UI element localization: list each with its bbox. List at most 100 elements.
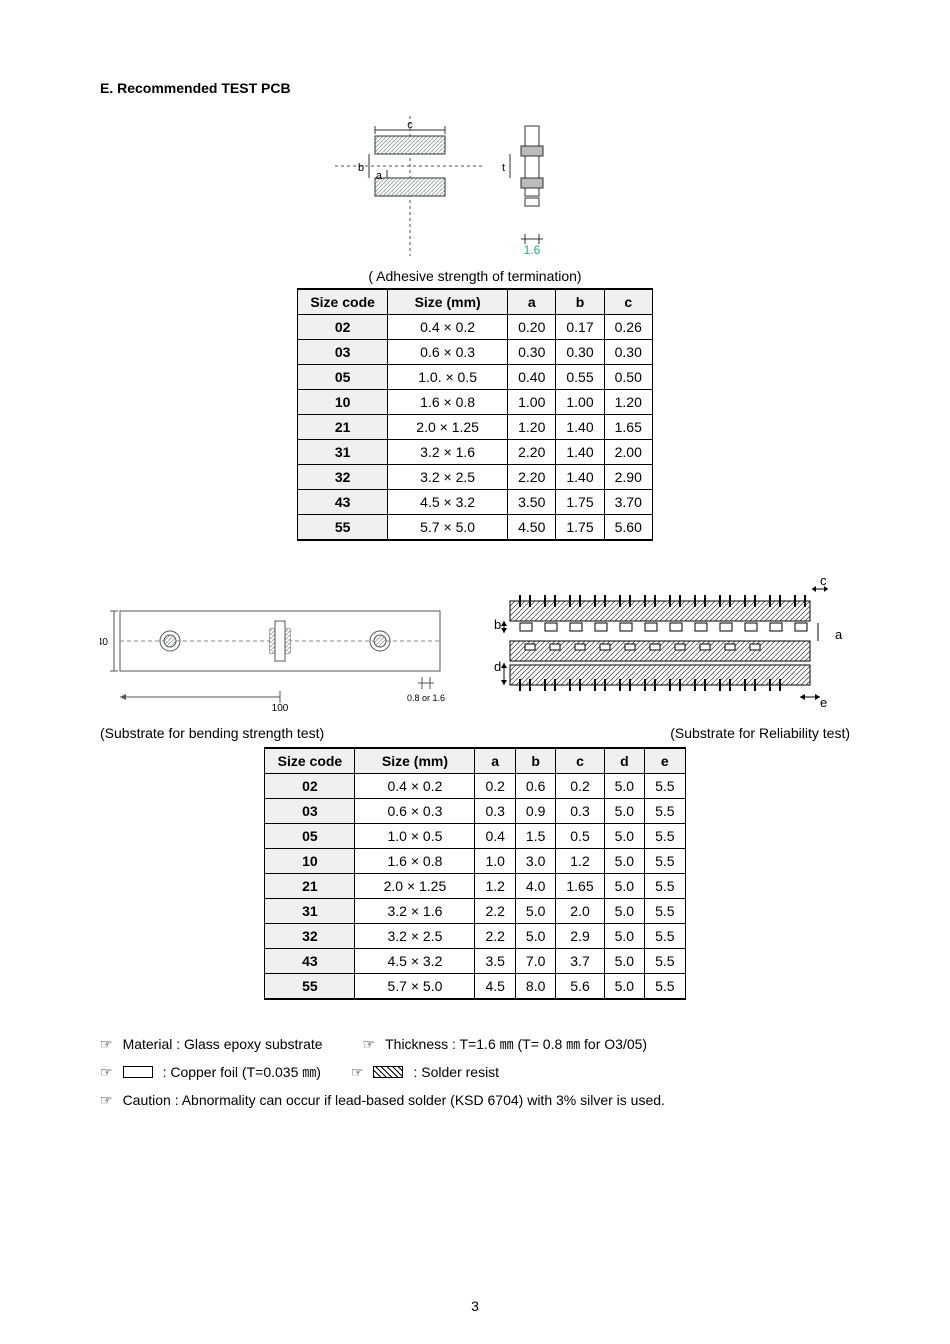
table-cell: 3.7 xyxy=(556,949,604,974)
bend-caption: (Substrate for bending strength test) xyxy=(100,725,324,741)
table-cell: 1.0. × 0.5 xyxy=(388,365,508,390)
table-cell: 5.6 xyxy=(556,974,604,1000)
table-cell: 1.00 xyxy=(508,390,556,415)
table-cell: 43 xyxy=(265,949,355,974)
pointer-icon: ☞ xyxy=(100,1058,113,1086)
table-cell: 0.5 xyxy=(556,824,604,849)
pointer-icon: ☞ xyxy=(100,1030,113,1058)
table-row: 212.0 × 1.251.24.01.655.05.5 xyxy=(265,874,685,899)
table-cell: 0.6 × 0.3 xyxy=(355,799,475,824)
col2-e: e xyxy=(645,748,685,774)
dim-100: 100 xyxy=(272,703,289,714)
table-cell: 1.20 xyxy=(508,415,556,440)
table-cell: 1.2 xyxy=(556,849,604,874)
table-cell: 31 xyxy=(298,440,388,465)
table-cell: 2.2 xyxy=(475,899,515,924)
table-row: 434.5 × 3.23.501.753.70 xyxy=(298,490,653,515)
note-copper: : Copper foil (T=0.035 ㎜) xyxy=(163,1058,321,1086)
table-cell: 3.2 × 2.5 xyxy=(355,924,475,949)
pointer-icon: ☞ xyxy=(351,1058,364,1086)
table-cell: 2.0 xyxy=(556,899,604,924)
table-cell: 2.00 xyxy=(604,440,652,465)
table-cell: 5.5 xyxy=(645,849,685,874)
table-row: 101.6 × 0.81.03.01.25.05.5 xyxy=(265,849,685,874)
table-cell: 02 xyxy=(298,315,388,340)
table-cell: 10 xyxy=(265,849,355,874)
table-cell: 3.5 xyxy=(475,949,515,974)
table-cell: 3.2 × 2.5 xyxy=(388,465,508,490)
table-cell: 0.17 xyxy=(556,315,604,340)
dim-t: t xyxy=(502,162,505,174)
col-sizemm: Size (mm) xyxy=(388,289,508,315)
table-cell: 3.2 × 1.6 xyxy=(355,899,475,924)
table-cell: 0.2 xyxy=(475,774,515,799)
table-cell: 5.0 xyxy=(604,849,644,874)
table-cell: 0.4 xyxy=(475,824,515,849)
table-cell: 0.3 xyxy=(475,799,515,824)
page-number: 3 xyxy=(471,1298,479,1314)
table-cell: 0.6 × 0.3 xyxy=(388,340,508,365)
table-cell: 4.0 xyxy=(515,874,555,899)
table-cell: 0.30 xyxy=(604,340,652,365)
table-cell: 4.5 × 3.2 xyxy=(355,949,475,974)
table-cell: 2.0 × 1.25 xyxy=(355,874,475,899)
table-cell: 2.0 × 1.25 xyxy=(388,415,508,440)
table-cell: 5.0 xyxy=(515,924,555,949)
dim-c: c xyxy=(407,119,413,131)
table-row: 212.0 × 1.251.201.401.65 xyxy=(298,415,653,440)
dim-a: a xyxy=(376,170,383,182)
col-a: a xyxy=(508,289,556,315)
table-cell: 0.9 xyxy=(515,799,555,824)
table-cell: 2.20 xyxy=(508,440,556,465)
table-row: 555.7 × 5.04.58.05.65.05.5 xyxy=(265,974,685,1000)
table-cell: 3.0 xyxy=(515,849,555,874)
table-cell: 0.30 xyxy=(508,340,556,365)
table-cell: 4.5 xyxy=(475,974,515,1000)
table-cell: 5.0 xyxy=(604,949,644,974)
bending-diagram: 40 100 0.8 or 1.6 xyxy=(100,581,460,721)
table-cell: 05 xyxy=(298,365,388,390)
pointer-icon: ☞ xyxy=(363,1030,376,1058)
table-cell: 0.26 xyxy=(604,315,652,340)
table-cell: 1.65 xyxy=(604,415,652,440)
table-cell: 0.2 xyxy=(556,774,604,799)
table-cell: 03 xyxy=(298,340,388,365)
dim-c2: c xyxy=(820,573,827,588)
col-c: c xyxy=(604,289,652,315)
table-cell: 32 xyxy=(265,924,355,949)
table-cell: 03 xyxy=(265,799,355,824)
table-cell: 5.60 xyxy=(604,515,652,541)
table-cell: 2.90 xyxy=(604,465,652,490)
col2-b: b xyxy=(515,748,555,774)
table-cell: 05 xyxy=(265,824,355,849)
table-cell: 1.40 xyxy=(556,465,604,490)
table-cell: 2.20 xyxy=(508,465,556,490)
table-cell: 10 xyxy=(298,390,388,415)
table-cell: 5.5 xyxy=(645,824,685,849)
adhesive-table: Size code Size (mm) a b c 020.4 × 0.20.2… xyxy=(297,288,653,541)
table-cell: 3.50 xyxy=(508,490,556,515)
dim-40: 40 xyxy=(100,637,108,648)
table-cell: 1.40 xyxy=(556,440,604,465)
table-cell: 1.5 xyxy=(515,824,555,849)
table-cell: 0.55 xyxy=(556,365,604,390)
table-row: 020.4 × 0.20.200.170.26 xyxy=(298,315,653,340)
table-cell: 4.5 × 3.2 xyxy=(388,490,508,515)
col2-a: a xyxy=(475,748,515,774)
table-cell: 1.40 xyxy=(556,415,604,440)
table-row: 101.6 × 0.81.001.001.20 xyxy=(298,390,653,415)
table1-caption: ( Adhesive strength of termination) xyxy=(100,268,850,284)
table-cell: 0.6 xyxy=(515,774,555,799)
table-cell: 5.0 xyxy=(604,799,644,824)
col-b: b xyxy=(556,289,604,315)
col2-sizemm: Size (mm) xyxy=(355,748,475,774)
table-cell: 1.20 xyxy=(604,390,652,415)
table-cell: 1.2 xyxy=(475,874,515,899)
table-cell: 0.4 × 0.2 xyxy=(355,774,475,799)
table-cell: 5.5 xyxy=(645,874,685,899)
copper-legend-icon xyxy=(123,1066,153,1078)
table-cell: 8.0 xyxy=(515,974,555,1000)
table-row: 313.2 × 1.62.201.402.00 xyxy=(298,440,653,465)
table-row: 051.0 × 0.50.41.50.55.05.5 xyxy=(265,824,685,849)
table-cell: 1.0 xyxy=(475,849,515,874)
